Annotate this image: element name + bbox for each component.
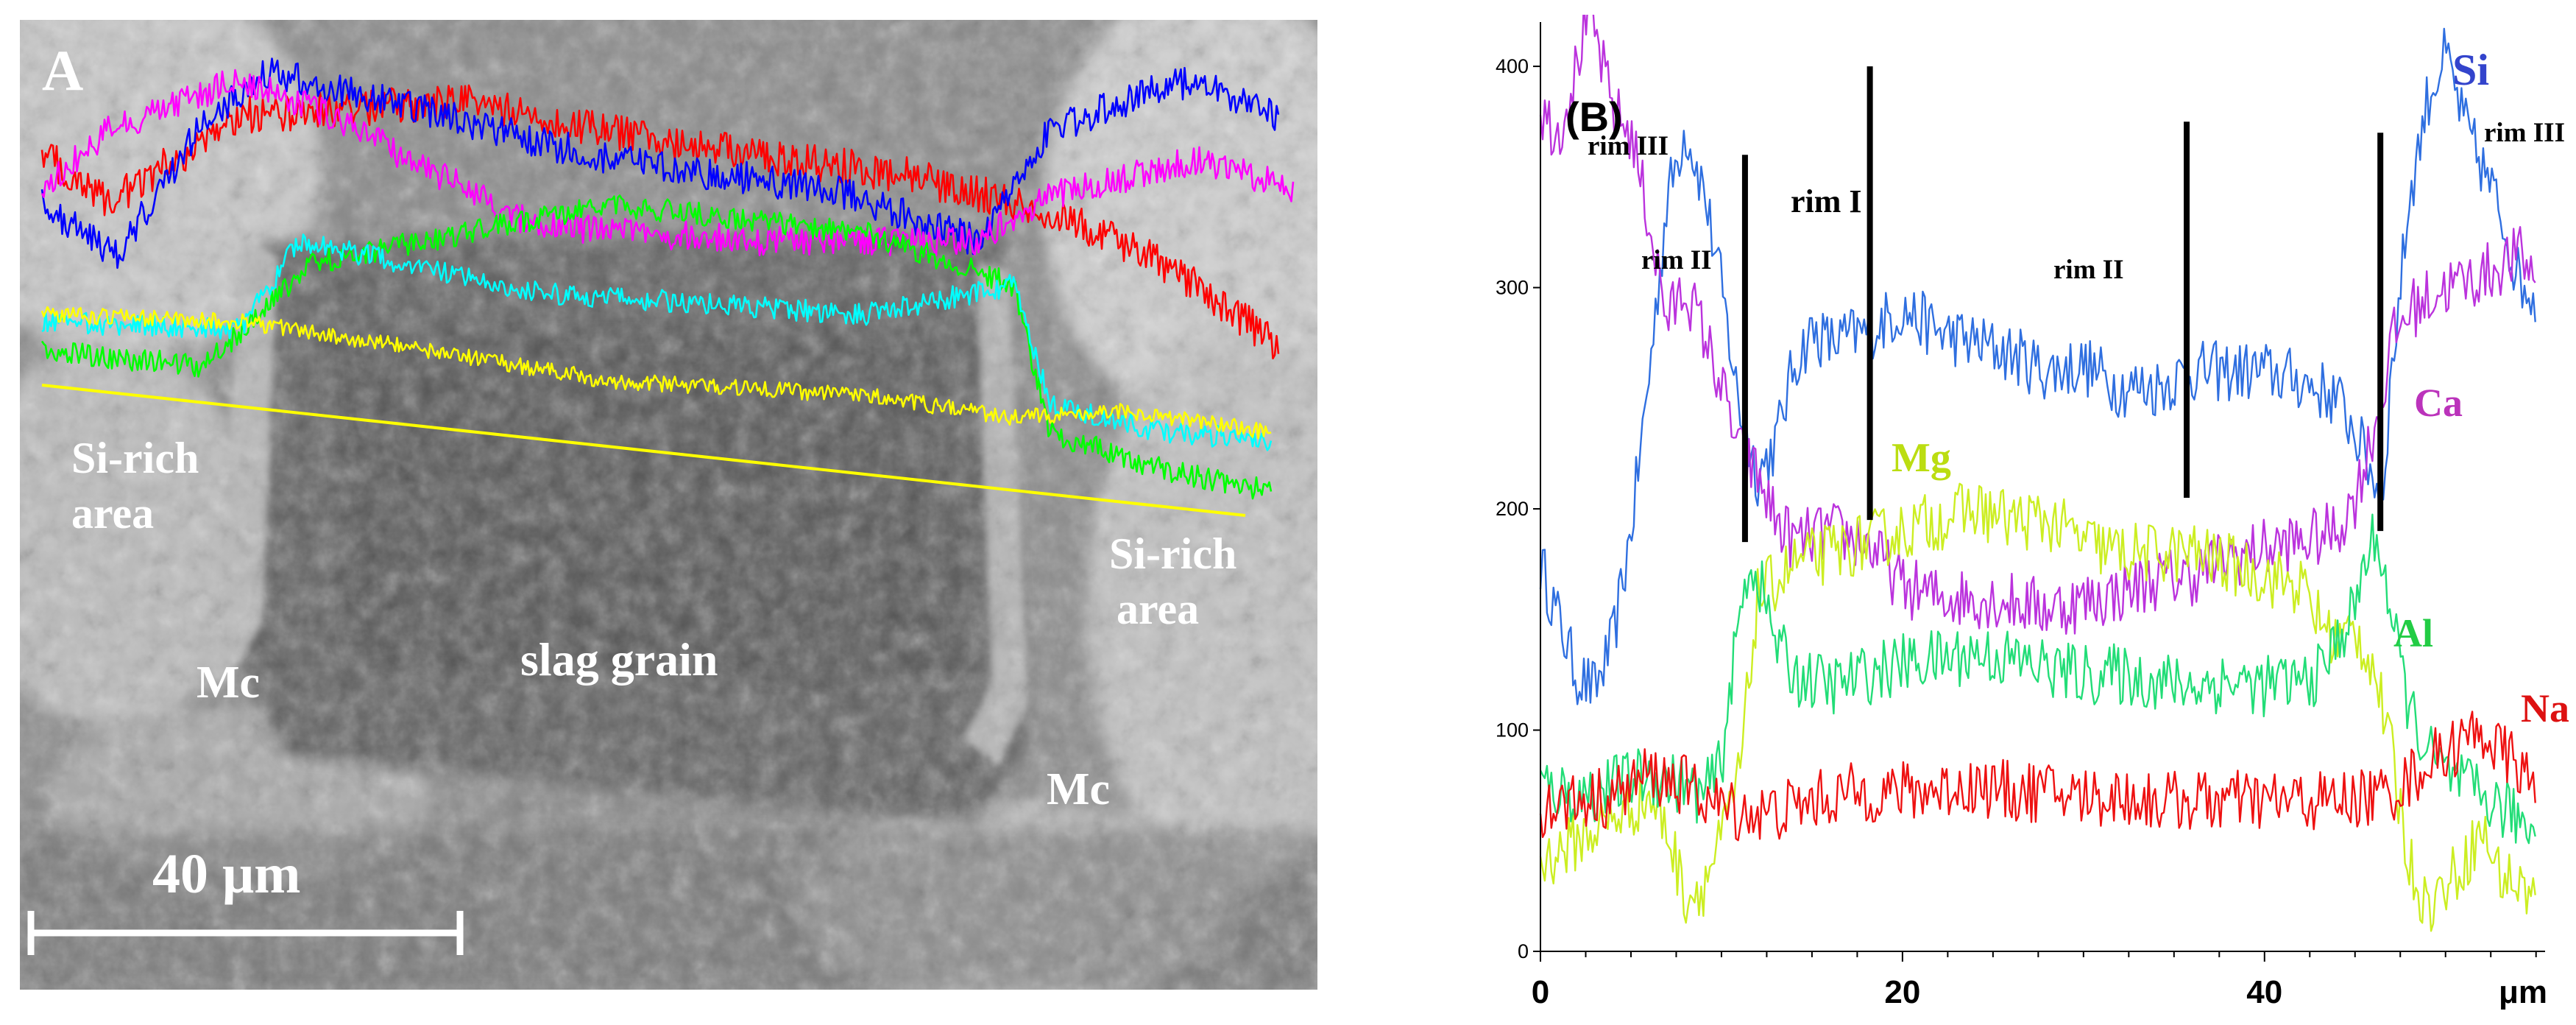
- zone-label: rim III: [2484, 118, 2565, 148]
- zone-label: rim II: [1641, 245, 1712, 275]
- series-line-mg: [1539, 482, 2536, 932]
- si-rich-left-line1: Si-rich: [71, 434, 199, 482]
- si-rich-right-line2: area: [1117, 585, 1199, 633]
- y-tick-label: 0: [1518, 940, 1529, 962]
- micrograph-noise: [20, 20, 1317, 990]
- element-label-al: Al: [2393, 611, 2433, 655]
- scale-bar: [27, 911, 464, 955]
- sem-trace-si: [40, 57, 1280, 270]
- y-tick-label: 200: [1496, 498, 1529, 520]
- element-label-mg: Mg: [1892, 435, 1951, 481]
- slag-grain-label: slag grain: [520, 633, 718, 686]
- line-scan-chart: 0 100 200 300 400 0 20 40 μm rim III rim II rim I r…: [1465, 15, 2569, 1025]
- sem-trace-al: [41, 233, 1273, 451]
- sem-trace-ca: [40, 68, 1295, 257]
- sem-micrograph: A Si-rich area Si-rich area Mc Mc slag g…: [20, 20, 1317, 990]
- sem-trace-mg: [40, 194, 1273, 500]
- series-layer: [1539, 15, 2536, 932]
- x-axis-title: μm: [2499, 974, 2547, 1010]
- panel-a-label: A: [42, 38, 83, 102]
- zone-label: rim III: [1588, 131, 1669, 161]
- y-tick-label: 400: [1496, 55, 1529, 77]
- sem-line-scans: [40, 57, 1295, 500]
- axes-layer: 0 100 200 300 400 0 20 40 μm: [1496, 22, 2547, 1010]
- scan-line: [41, 384, 1246, 517]
- zone-label: rim II: [2053, 255, 2124, 285]
- line-scan-chart-panel: 0 100 200 300 400 0 20 40 μm rim III rim II rim I r…: [1465, 15, 2569, 1025]
- series-line-al: [1539, 513, 2536, 845]
- y-tick-label: 300: [1496, 277, 1529, 299]
- sem-micrograph-panel: A Si-rich area Si-rich area Mc Mc slag g…: [20, 20, 1317, 990]
- element-label-ca: Ca: [2414, 381, 2463, 425]
- x-tick-label: 20: [1884, 974, 1920, 1010]
- series-line-na: [1539, 711, 2536, 842]
- zone-markers-layer: [1741, 66, 2384, 543]
- x-tick-label: 40: [2246, 974, 2282, 1010]
- panel-b-label: (B): [1565, 94, 1623, 140]
- mc-left-label: Mc: [197, 658, 260, 708]
- sem-trace-na: [40, 84, 1280, 360]
- y-tick-label: 100: [1496, 719, 1529, 742]
- series-line-ca: [1539, 15, 2536, 635]
- zone-label: rim I: [1791, 183, 1862, 219]
- element-label-na: Na: [2521, 686, 2569, 730]
- scale-bar-label: 40 μm: [152, 843, 300, 905]
- element-label-si: Si: [2452, 46, 2489, 94]
- mc-right-label: Mc: [1047, 764, 1110, 814]
- series-line-si: [1539, 27, 2536, 705]
- x-tick-label: 0: [1532, 974, 1549, 1010]
- si-rich-left-line2: area: [71, 489, 154, 538]
- si-rich-right-line1: Si-rich: [1109, 529, 1236, 578]
- sem-trace-fe: [40, 306, 1272, 440]
